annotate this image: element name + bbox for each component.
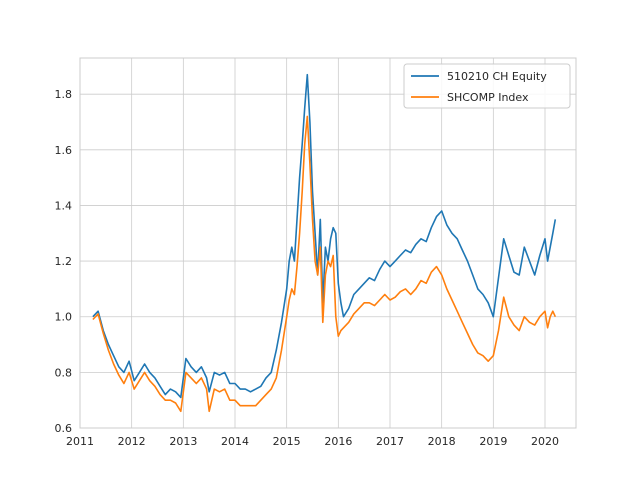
x-tick-label: 2020 — [531, 435, 559, 448]
y-tick-label: 0.8 — [55, 366, 73, 379]
x-tick-label: 2014 — [221, 435, 249, 448]
y-tick-label: 1.0 — [55, 311, 73, 324]
y-tick-label: 1.4 — [55, 199, 73, 212]
y-tick-label: 1.6 — [55, 144, 73, 157]
x-tick-label: 2012 — [118, 435, 146, 448]
series-layer — [92, 73, 557, 413]
legend-label-1: 510210 CH Equity — [447, 70, 547, 83]
series-line-2 — [92, 115, 557, 413]
x-tick-label: 2019 — [479, 435, 507, 448]
y-tick-label: 1.2 — [55, 255, 73, 268]
x-tick-label: 2017 — [376, 435, 404, 448]
plot-frame — [79, 57, 577, 429]
legend: 510210 CH Equity SHCOMP Index — [403, 63, 571, 109]
axis-layer: 2011 2012 2013 2014 2015 2016 2017 2018 2019 2020… — [55, 57, 577, 448]
x-tick-label: 2013 — [169, 435, 197, 448]
x-tick-label: 2016 — [324, 435, 352, 448]
x-tick-label: 2011 — [66, 435, 94, 448]
y-tick-label: 1.8 — [55, 88, 73, 101]
legend-box — [403, 63, 571, 109]
x-tick-label: 2015 — [273, 435, 301, 448]
y-tick-label: 0.6 — [55, 422, 73, 435]
legend-label-2: SHCOMP Index — [447, 91, 529, 104]
x-tick-label: 2018 — [428, 435, 456, 448]
